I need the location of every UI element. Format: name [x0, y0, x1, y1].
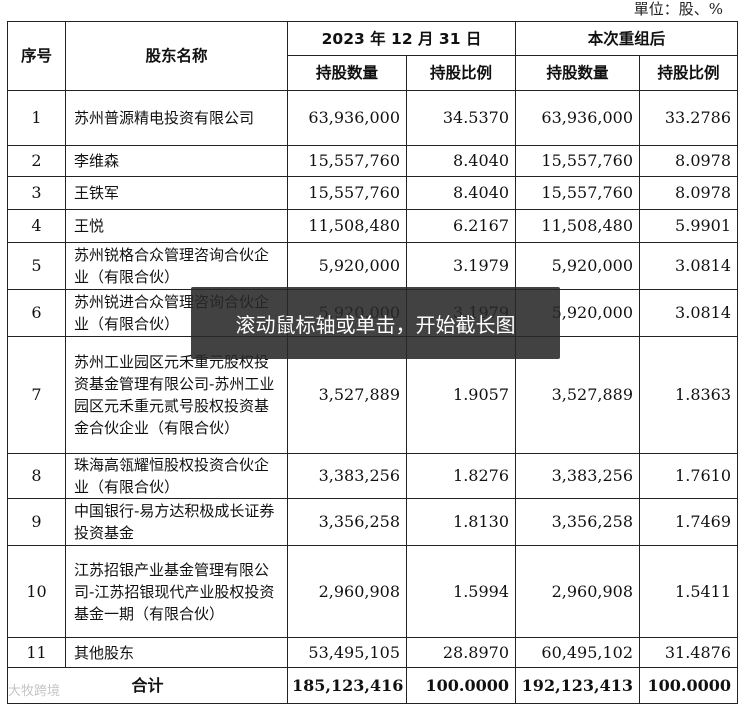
row-ratio-2023: 6.2167	[405, 209, 517, 243]
row-name: 江苏招银产业基金管理有限公司-江苏招银现代产业股权投资基金一期（有限合伙）	[65, 545, 288, 638]
unit-note: 單位：股、%	[633, 0, 723, 18]
row-shares-2023: 2,960,908	[287, 545, 407, 638]
row-seq: 11	[7, 637, 66, 668]
header-name: 股东名称	[65, 21, 288, 91]
row-shares-2023: 3,356,258	[287, 498, 407, 546]
table-row: 1 苏州普源精电投资有限公司 63,936,000 34.5370 63,936,000…	[7, 90, 739, 146]
row-shares-2023: 11,508,480	[287, 209, 407, 243]
row-ratio-2023: 1.8130	[405, 498, 517, 546]
row-ratio-after: 33.2786	[639, 90, 739, 146]
table-row: 3 王铁军 15,557,760 8.4040 15,557,760 8.0978	[7, 176, 739, 210]
row-shares-2023: 53,495,105	[287, 637, 407, 668]
table-row: 4 王悦 11,508,480 6.2167 11,508,480 5.9901	[7, 209, 739, 243]
row-ratio-after: 1.8363	[639, 336, 739, 454]
row-seq: 3	[7, 176, 66, 210]
row-ratio-2023: 3.1979	[405, 242, 517, 290]
row-ratio-after: 8.0978	[639, 176, 739, 210]
watermark: 大牧跨境	[8, 680, 60, 699]
row-name: 苏州锐格合众管理咨询合伙企业（有限合伙）	[65, 242, 288, 290]
row-shares-after: 15,557,760	[515, 176, 641, 210]
table-row: 10 江苏招银产业基金管理有限公司-江苏招银现代产业股权投资基金一期（有限合伙） 2…	[7, 545, 739, 638]
row-seq: 1	[7, 90, 66, 146]
row-name: 珠海高瓴耀恒股权投资合伙企业（有限合伙）	[65, 453, 288, 499]
row-shares-after: 63,936,000	[515, 90, 641, 146]
row-ratio-after: 1.5411	[639, 545, 739, 638]
total-shares-2023: 185,123,416	[287, 667, 407, 704]
total-label: 合计	[7, 667, 288, 704]
toast-text: 滚动鼠标轴或单击，开始截长图	[235, 312, 516, 337]
row-shares-after: 11,508,480	[515, 209, 641, 243]
row-shares-after: 3,383,256	[515, 453, 641, 499]
row-shares-after: 60,495,102	[515, 637, 641, 668]
total-row: 合计 185,123,416 100.0000 192,123,413 100.…	[7, 667, 739, 704]
row-seq: 10	[7, 545, 66, 638]
row-ratio-after: 3.0814	[639, 242, 739, 290]
row-name: 其他股东	[65, 637, 288, 668]
row-name: 王悦	[65, 209, 288, 243]
table-row: 11 其他股东 53,495,105 28.8970 60,495,102 31.4876	[7, 637, 739, 668]
header-seq: 序号	[7, 21, 66, 91]
table-row: 5 苏州锐格合众管理咨询合伙企业（有限合伙） 5,920,000 3.1979 5,92…	[7, 242, 739, 290]
table-row: 7 苏州工业园区元禾重元股权投资基金管理有限公司-苏州工业园区元禾重元贰号股权投资…	[7, 336, 739, 454]
header-ratio-after: 持股比例	[639, 55, 739, 91]
header-group-2023: 2023 年 12 月 31 日	[286, 21, 517, 56]
header-group-after: 本次重组后	[515, 21, 739, 56]
row-name: 李维森	[65, 145, 288, 177]
row-name: 王铁军	[65, 176, 288, 210]
header-ratio-2023: 持股比例	[405, 55, 517, 91]
row-ratio-after: 3.0814	[639, 289, 739, 337]
row-name: 苏州普源精电投资有限公司	[65, 90, 288, 146]
row-shares-2023: 15,557,760	[287, 145, 407, 177]
header-shares-after: 持股数量	[515, 55, 641, 91]
row-seq: 2	[7, 145, 66, 177]
header-shares-2023: 持股数量	[287, 55, 407, 91]
row-ratio-2023: 1.8276	[405, 453, 517, 499]
row-ratio-2023: 1.5994	[405, 545, 517, 638]
row-ratio-after: 1.7469	[639, 498, 739, 546]
row-ratio-2023: 8.4040	[405, 176, 517, 210]
table-row: 9 中国银行-易方达积极成长证券投资基金 3,356,258 1.8130 3,356,…	[7, 498, 739, 546]
shareholder-table: 序号 股东名称 2023 年 12 月 31 日 本次重组后 持股数量 持股比例…	[7, 21, 739, 704]
row-ratio-2023: 28.8970	[405, 637, 517, 668]
total-ratio-2023: 100.0000	[405, 667, 517, 704]
row-shares-2023: 15,557,760	[287, 176, 407, 210]
table-row: 2 李维森 15,557,760 8.4040 15,557,760 8.0978	[7, 145, 739, 177]
row-shares-after: 2,960,908	[515, 545, 641, 638]
row-seq: 7	[7, 336, 66, 454]
row-seq: 4	[7, 209, 66, 243]
row-name: 中国银行-易方达积极成长证券投资基金	[65, 498, 288, 546]
total-shares-after: 192,123,413	[515, 667, 641, 704]
row-seq: 5	[7, 242, 66, 290]
row-ratio-2023: 34.5370	[405, 90, 517, 146]
watermark-text: 大牧跨境	[8, 684, 61, 699]
row-ratio-2023: 8.4040	[405, 145, 517, 177]
table-row: 8 珠海高瓴耀恒股权投资合伙企业（有限合伙） 3,383,256 1.8276 3,38…	[7, 453, 739, 499]
row-seq: 8	[7, 453, 66, 499]
row-seq: 9	[7, 498, 66, 546]
row-seq: 6	[7, 289, 66, 337]
row-shares-after: 3,356,258	[515, 498, 641, 546]
row-ratio-after: 1.7610	[639, 453, 739, 499]
total-ratio-after: 100.0000	[639, 667, 739, 704]
row-shares-after: 5,920,000	[515, 242, 641, 290]
row-shares-2023: 3,383,256	[287, 453, 407, 499]
row-ratio-after: 31.4876	[639, 637, 739, 668]
row-ratio-after: 8.0978	[639, 145, 739, 177]
row-shares-2023: 5,920,000	[287, 242, 407, 290]
row-shares-2023: 63,936,000	[287, 90, 407, 146]
row-shares-after: 15,557,760	[515, 145, 641, 177]
long-screenshot-toast[interactable]: 滚动鼠标轴或单击，开始截长图	[191, 287, 560, 359]
row-ratio-after: 5.9901	[639, 209, 739, 243]
